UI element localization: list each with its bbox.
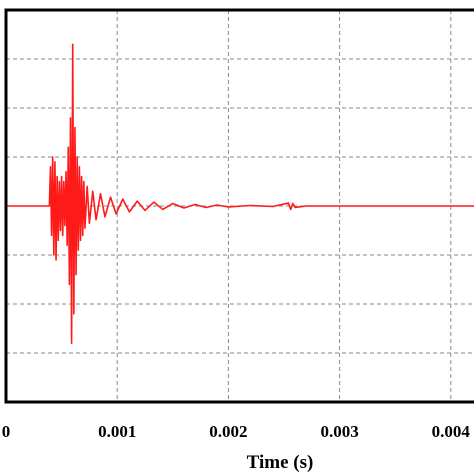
signal-series [6, 43, 474, 344]
x-tick-label: 0 [2, 422, 11, 441]
x-tick-label: 0.004 [432, 422, 471, 441]
signal-line-0 [6, 43, 474, 344]
x-tick-label: 0.002 [209, 422, 247, 441]
x-tick-label: 0.001 [98, 422, 136, 441]
x-axis-title: Time (s) [247, 452, 314, 473]
plot-frame [4, 8, 474, 404]
x-tick-label: 0.003 [320, 422, 358, 441]
